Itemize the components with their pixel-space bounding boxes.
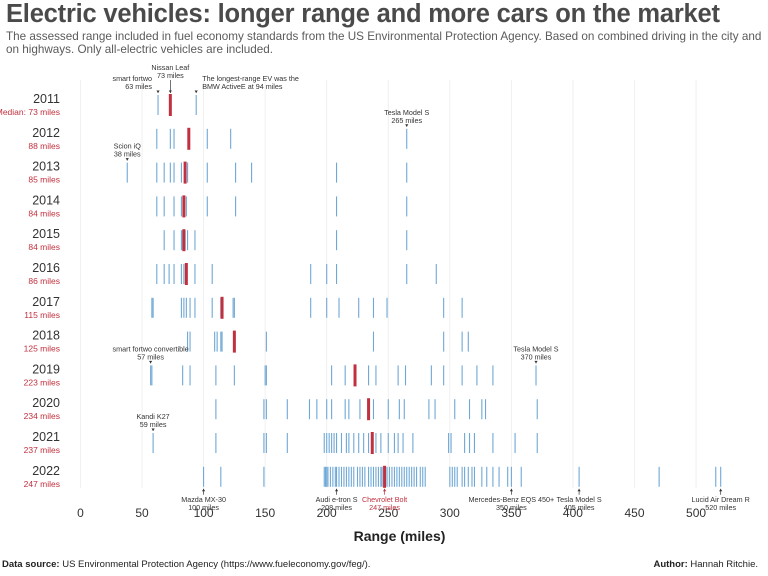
annotation-arrowhead (577, 488, 581, 492)
x-tick-label: 0 (77, 506, 84, 520)
x-tick-label: 100 (194, 506, 214, 520)
median-label: 223 miles (24, 377, 60, 387)
year-label: 2017 (32, 295, 60, 309)
annotation-value: 57 miles (137, 352, 164, 361)
median-label: Median: 73 miles (0, 107, 60, 117)
annotation-name: Audi e-tron S (316, 495, 358, 504)
data-source-note: Data source: US Environmental Protection… (2, 559, 370, 570)
year-label: 2018 (32, 329, 60, 343)
x-tick-label: 50 (135, 506, 149, 520)
annotation-value: 38 miles (114, 150, 141, 159)
annotation-name: Nissan Leaf (151, 63, 189, 72)
annotation-value: 247 miles (369, 503, 400, 512)
x-tick-label: 250 (378, 506, 398, 520)
annotation-arrowhead (125, 158, 129, 161)
annotation-name: smart fortwo (112, 74, 152, 83)
annotation-arrowhead (151, 428, 155, 431)
annotation-value: 59 miles (140, 420, 167, 429)
x-tick-label: 300 (440, 506, 460, 520)
x-tick-label: 400 (563, 506, 583, 520)
year-label: 2021 (32, 430, 60, 444)
annotation-name: Tesla Model S (384, 108, 429, 117)
median-label: 247 miles (24, 479, 60, 489)
year-label: 2016 (32, 261, 60, 275)
annotation-name: Tesla Model S (557, 495, 602, 504)
year-label: 2012 (32, 126, 60, 140)
x-tick-label: 450 (624, 506, 644, 520)
annotation-arrowhead (168, 90, 172, 93)
annotation-name: The longest-range EV was the (202, 74, 299, 83)
annotation-value: BMW ActiveE at 94 miles (202, 82, 283, 91)
annotation-value: 100 miles (188, 503, 219, 512)
author-label: Author: (653, 559, 688, 570)
chart-title: Electric vehicles: longer range and more… (6, 0, 720, 28)
x-tick-label: 150 (255, 506, 275, 520)
year-label: 2019 (32, 362, 60, 376)
annotation-value: 265 miles (391, 116, 422, 125)
annotation-arrowhead (719, 488, 723, 492)
annotation-arrowhead (156, 90, 160, 93)
annotation-name: Mazda MX-30 (181, 495, 226, 504)
median-label: 237 miles (24, 445, 60, 455)
annotation-name: Kandi K27 (137, 412, 170, 421)
median-label: 84 miles (28, 242, 60, 252)
x-axis-label: Range (miles) (354, 528, 446, 544)
median-label: 115 miles (24, 310, 60, 320)
median-label: 234 miles (24, 411, 60, 421)
annotation-name: smart fortwo convertible (112, 344, 188, 353)
author-note: Author: Hannah Ritchie. (653, 559, 758, 570)
annotation-arrowhead (534, 360, 538, 364)
year-label: 2013 (32, 160, 60, 174)
year-label: 2014 (32, 193, 60, 207)
median-label: 125 miles (24, 344, 60, 354)
annotation-value: 63 miles (125, 82, 152, 91)
annotation-name: Scion iQ (114, 142, 142, 151)
median-label: 88 miles (28, 141, 60, 151)
annotation-value: 73 miles (157, 71, 184, 80)
author-text: Hannah Ritchie. (690, 559, 758, 570)
annotation-value: 208 miles (321, 503, 352, 512)
annotation-name: Tesla Model S (513, 344, 558, 353)
annotation-value: 370 miles (521, 352, 552, 361)
year-label: 2011 (33, 92, 60, 106)
annotation-arrowhead (382, 488, 387, 492)
data-source-text: US Environmental Protection Agency (http… (62, 559, 371, 570)
year-label: 2022 (32, 464, 60, 478)
annotation-value: 520 miles (705, 503, 736, 512)
x-tick-label: 200 (317, 506, 337, 520)
annotation-arrowhead (405, 124, 409, 127)
chart-subtitle: The assessed range included in fuel econ… (6, 30, 762, 56)
x-tick-label: 350 (501, 506, 521, 520)
annotation-arrowhead (509, 488, 513, 492)
data-source-label: Data source: (2, 559, 60, 570)
annotation-arrowhead (194, 90, 198, 93)
annotation-arrowhead (149, 360, 153, 364)
year-label: 2020 (32, 396, 60, 410)
annotation-arrowhead (201, 488, 206, 492)
median-label: 85 miles (28, 175, 60, 185)
annotation-value: 405 miles (564, 503, 595, 512)
year-label: 2015 (32, 227, 60, 241)
x-tick-label: 500 (686, 506, 706, 520)
annotation-name: Chevrolet Bolt (362, 495, 407, 504)
median-label: 84 miles (28, 208, 60, 218)
annotation-name: Lucid Air Dream R (692, 495, 750, 504)
median-label: 86 miles (28, 276, 60, 286)
annotation-value: 350 miles (496, 503, 527, 512)
annotation-name: Mercedes-Benz EQS 450+ (469, 495, 555, 504)
annotation-arrowhead (334, 488, 339, 492)
